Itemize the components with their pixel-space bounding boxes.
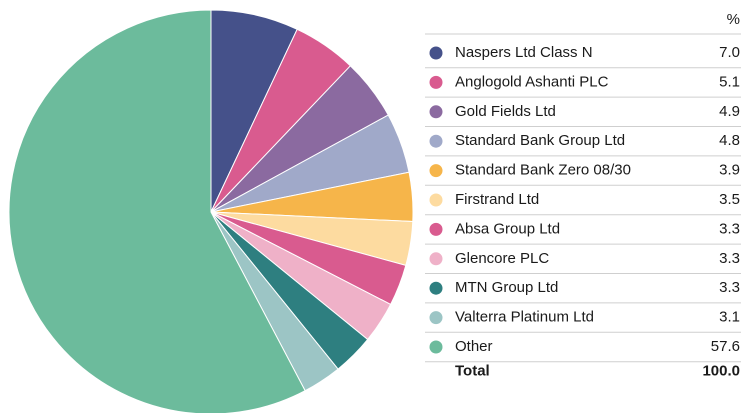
value-label: 3.5 bbox=[719, 191, 740, 208]
value-label: 4.8 bbox=[719, 132, 740, 149]
legend-marker bbox=[429, 105, 443, 119]
legend-marker bbox=[429, 75, 443, 89]
total-value: 100.0 bbox=[702, 362, 740, 379]
legend-marker bbox=[429, 193, 443, 207]
value-header: % bbox=[727, 11, 740, 28]
pie-slice bbox=[8, 9, 306, 413]
legend-marker bbox=[429, 281, 443, 295]
legend-label: Other bbox=[455, 338, 493, 355]
legend-label: Glencore PLC bbox=[455, 250, 549, 267]
value-label: 4.9 bbox=[719, 103, 740, 120]
value-label: 7.0 bbox=[719, 44, 740, 61]
legend-label: Firstrand Ltd bbox=[455, 191, 539, 208]
legend-marker bbox=[429, 340, 443, 354]
value-label: 3.3 bbox=[719, 279, 740, 296]
legend-marker bbox=[429, 222, 443, 236]
legend-label: Absa Group Ltd bbox=[455, 220, 560, 237]
legend-marker bbox=[429, 311, 443, 325]
legend-label: MTN Group Ltd bbox=[455, 279, 558, 296]
legend-label: Anglogold Ashanti PLC bbox=[455, 73, 609, 90]
value-label: 57.6 bbox=[711, 338, 740, 355]
legend-label: Valterra Platinum Ltd bbox=[455, 309, 594, 326]
value-label: 3.3 bbox=[719, 250, 740, 267]
legend-marker bbox=[429, 46, 443, 60]
legend-marker bbox=[429, 252, 443, 266]
value-label: 5.1 bbox=[719, 73, 740, 90]
total-label: Total bbox=[455, 362, 490, 379]
legend-marker bbox=[429, 164, 443, 178]
legend-label: Standard Bank Group Ltd bbox=[455, 132, 625, 149]
value-label: 3.1 bbox=[719, 309, 740, 326]
legend-label: Standard Bank Zero 08/30 bbox=[455, 162, 631, 179]
legend-marker bbox=[429, 134, 443, 148]
value-label: 3.9 bbox=[719, 162, 740, 179]
legend-label: Naspers Ltd Class N bbox=[455, 44, 593, 61]
value-label: 3.3 bbox=[719, 220, 740, 237]
legend-label: Gold Fields Ltd bbox=[455, 103, 556, 120]
